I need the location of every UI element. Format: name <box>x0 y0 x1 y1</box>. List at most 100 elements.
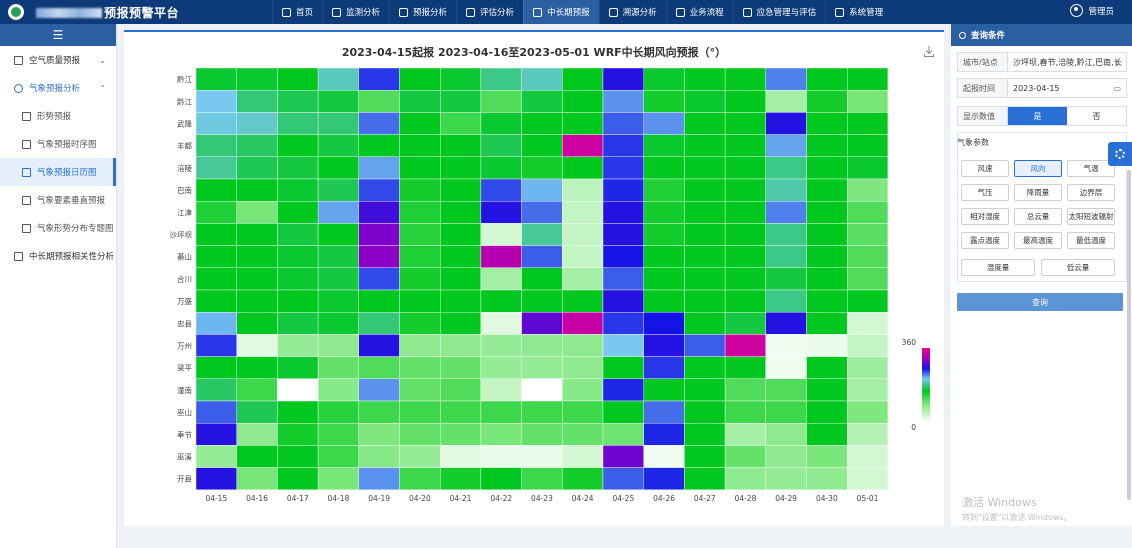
heatmap-cell[interactable] <box>562 267 604 291</box>
param-button-6[interactable]: 相对湿度 <box>961 208 1009 225</box>
download-icon[interactable] <box>924 46 934 57</box>
heatmap-cell[interactable] <box>643 423 685 446</box>
heatmap-cell[interactable] <box>806 178 848 202</box>
heatmap-cell[interactable] <box>358 112 400 135</box>
heatmap-cell[interactable] <box>806 334 848 357</box>
heatmap-cell[interactable] <box>521 423 563 446</box>
heatmap-cell[interactable] <box>847 378 889 402</box>
heatmap-cell[interactable] <box>806 200 848 224</box>
heatmap-cell[interactable] <box>195 400 237 424</box>
heatmap-cell[interactable] <box>724 289 766 313</box>
heatmap-cell[interactable] <box>643 112 685 135</box>
heatmap-cell[interactable] <box>806 112 848 135</box>
heatmap-cell[interactable] <box>440 245 482 269</box>
heatmap-cell[interactable] <box>562 289 604 313</box>
heatmap-cell[interactable] <box>643 378 685 402</box>
heatmap-cell[interactable] <box>440 156 482 180</box>
heatmap-cell[interactable] <box>643 267 685 291</box>
heatmap-cell[interactable] <box>724 400 766 424</box>
heatmap-cell[interactable] <box>399 200 441 224</box>
heatmap-cell[interactable] <box>317 467 360 491</box>
heatmap-cell[interactable] <box>847 245 889 269</box>
heatmap-cell[interactable] <box>562 312 604 335</box>
heatmap-cell[interactable] <box>440 423 482 446</box>
heatmap-cell[interactable] <box>724 245 766 269</box>
heatmap-cell[interactable] <box>847 200 889 224</box>
heatmap-cell[interactable] <box>236 90 278 113</box>
heatmap-cell[interactable] <box>724 378 766 402</box>
heatmap-cell[interactable] <box>562 90 604 113</box>
heatmap-cell[interactable] <box>765 445 807 468</box>
heatmap-cell[interactable] <box>562 334 604 357</box>
heatmap-cell[interactable] <box>317 312 360 335</box>
heatmap-cell[interactable] <box>521 312 563 335</box>
heatmap-cell[interactable] <box>480 378 522 402</box>
settings-float-button[interactable] <box>1108 142 1132 166</box>
heatmap-cell[interactable] <box>440 312 482 335</box>
heatmap-cell[interactable] <box>358 445 400 468</box>
heatmap-cell[interactable] <box>806 267 848 291</box>
heatmap-cell[interactable] <box>602 423 644 446</box>
heatmap-cell[interactable] <box>195 289 237 313</box>
heatmap-cell[interactable] <box>847 400 889 424</box>
heatmap-cell[interactable] <box>562 356 604 380</box>
heatmap-cell[interactable] <box>440 445 482 468</box>
heatmap-cell[interactable] <box>562 156 604 180</box>
heatmap-cell[interactable] <box>236 112 278 135</box>
heatmap-cell[interactable] <box>602 445 644 468</box>
heatmap-cell[interactable] <box>195 134 237 157</box>
heatmap-cell[interactable] <box>440 356 482 380</box>
heatmap-cell[interactable] <box>602 378 644 402</box>
heatmap-cell[interactable] <box>317 400 360 424</box>
heatmap-cell[interactable] <box>806 356 848 380</box>
heatmap-cell[interactable] <box>317 112 360 135</box>
heatmap-cell[interactable] <box>440 334 482 357</box>
heatmap-cell[interactable] <box>236 400 278 424</box>
heatmap-cell[interactable] <box>602 289 644 313</box>
heatmap-cell[interactable] <box>440 200 482 224</box>
heatmap-cell[interactable] <box>602 156 644 180</box>
heatmap-cell[interactable] <box>562 223 604 246</box>
heatmap-cell[interactable] <box>277 267 319 291</box>
heatmap-cell[interactable] <box>562 423 604 446</box>
heatmap-cell[interactable] <box>806 134 848 157</box>
heatmap-cell[interactable] <box>562 467 604 491</box>
heatmap-cell[interactable] <box>317 267 360 291</box>
heatmap-cell[interactable] <box>765 223 807 246</box>
heatmap-cell[interactable] <box>724 178 766 202</box>
heatmap-cell[interactable] <box>440 67 482 91</box>
heatmap-cell[interactable] <box>317 445 360 468</box>
heatmap-cell[interactable] <box>684 267 726 291</box>
heatmap-cell[interactable] <box>724 356 766 380</box>
heatmap-cell[interactable] <box>440 223 482 246</box>
heatmap-cell[interactable] <box>480 245 522 269</box>
heatmap-cell[interactable] <box>643 134 685 157</box>
sidebar-item-6[interactable]: 气象形势分布专题图 <box>0 214 116 242</box>
heatmap-cell[interactable] <box>195 112 237 135</box>
heatmap-cell[interactable] <box>195 423 237 446</box>
heatmap-cell[interactable] <box>480 112 522 135</box>
heatmap-cell[interactable] <box>724 67 766 91</box>
sidebar-item-5[interactable]: 气象要素垂直预报 <box>0 186 116 214</box>
heatmap-cell[interactable] <box>440 378 482 402</box>
heatmap-cell[interactable] <box>521 112 563 135</box>
param-button-12[interactable]: 湿度量 <box>961 259 1035 276</box>
heatmap-cell[interactable] <box>399 289 441 313</box>
heatmap-cell[interactable] <box>724 312 766 335</box>
heatmap-cell[interactable] <box>724 112 766 135</box>
heatmap-cell[interactable] <box>277 378 319 402</box>
param-button-3[interactable]: 气压 <box>961 184 1009 201</box>
heatmap-cell[interactable] <box>317 289 360 313</box>
heatmap-cell[interactable] <box>684 112 726 135</box>
heatmap-cell[interactable] <box>317 178 360 202</box>
heatmap-cell[interactable] <box>480 356 522 380</box>
param-button-2[interactable]: 气温 <box>1067 160 1115 177</box>
heatmap-cell[interactable] <box>806 156 848 180</box>
heatmap-cell[interactable] <box>480 178 522 202</box>
heatmap-cell[interactable] <box>195 223 237 246</box>
heatmap-cell[interactable] <box>602 223 644 246</box>
heatmap-cell[interactable] <box>684 223 726 246</box>
heatmap-cell[interactable] <box>480 467 522 491</box>
heatmap-cell[interactable] <box>195 90 237 113</box>
nav-item-0[interactable]: 首页 <box>272 0 322 24</box>
